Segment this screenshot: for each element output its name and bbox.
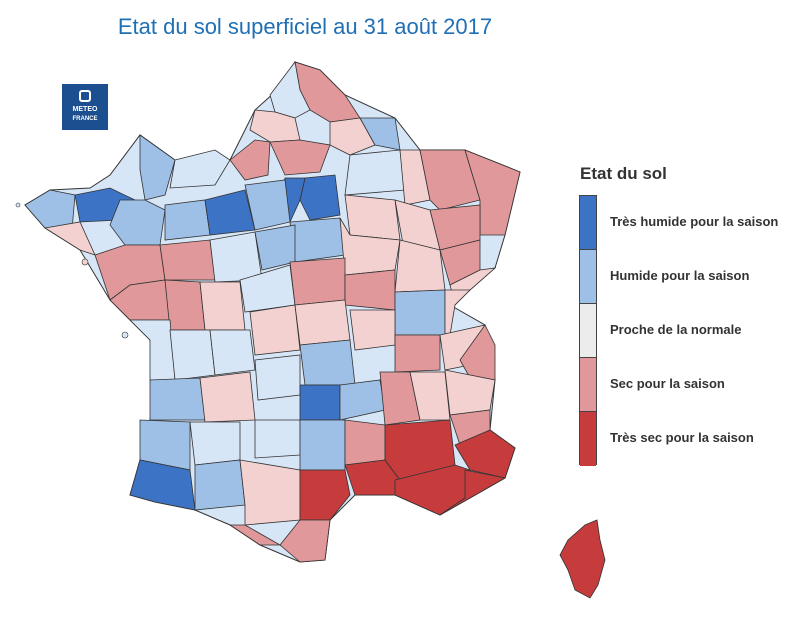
island-belle-ile	[81, 258, 89, 266]
legend-label-very-dry: Très sec pour la saison	[610, 430, 754, 445]
region-aude	[279, 519, 331, 563]
region-gers	[194, 459, 246, 511]
region-charente	[169, 329, 216, 381]
region-aube	[344, 194, 401, 241]
legend-label-dry: Sec pour la saison	[610, 376, 725, 391]
legend-swatch-very-dry	[580, 412, 596, 466]
region-lozere	[344, 419, 386, 466]
region-haute-vienne	[209, 329, 256, 376]
island-ouessant	[15, 202, 21, 208]
region-lot	[254, 419, 301, 459]
legend-swatch-very-wet	[580, 196, 596, 250]
region-correze	[254, 354, 301, 401]
legend-color-bar	[579, 195, 597, 466]
region-puy-dome	[299, 339, 356, 386]
region-aisne	[329, 117, 376, 156]
region-creuse	[249, 304, 301, 356]
legend-title: Etat du sol	[580, 164, 667, 183]
region-manche	[139, 134, 176, 201]
region-gironde	[149, 377, 206, 421]
region-loir-cher	[254, 224, 296, 271]
region-jura	[444, 289, 471, 336]
region-calvados	[169, 149, 231, 189]
corsica	[559, 519, 606, 599]
region-tarn	[299, 469, 351, 521]
legend-swatch-dry	[580, 358, 596, 412]
region-rhone	[394, 334, 441, 373]
logo-line-2: FRANCE	[72, 116, 98, 122]
region-cher	[289, 257, 346, 306]
legend-swatch-normal	[580, 304, 596, 358]
region-finistere	[24, 189, 76, 231]
region-nievre	[344, 269, 396, 311]
region-alpes-hp	[454, 429, 516, 479]
legend-label-normal: Proche de la normale	[610, 322, 742, 337]
region-ariege	[228, 524, 282, 546]
region-aveyron	[299, 419, 346, 471]
region-dordogne	[199, 371, 256, 423]
region-charente-maritime	[129, 319, 176, 381]
map-title: Etat du sol superficiel au 31 août 2017	[117, 14, 493, 39]
legend-label-wet: Humide pour la saison	[610, 268, 750, 283]
region-mayenne	[164, 199, 211, 241]
region-loiret	[289, 217, 346, 263]
region-haute-garonne	[239, 459, 301, 526]
region-loire	[349, 309, 396, 351]
region-cantal	[299, 384, 341, 421]
region-allier	[294, 299, 351, 346]
legend-label-very-wet: Très humide pour la saison	[610, 214, 779, 229]
region-alsace	[464, 149, 521, 236]
meteo-france-logo: METEO FRANCE	[62, 84, 108, 130]
region-marne	[344, 149, 406, 196]
logo-mark-icon	[79, 90, 91, 102]
region-pyrenees-atlantiques	[129, 459, 196, 511]
region-vienne	[199, 281, 246, 331]
region-oise	[269, 139, 331, 176]
region-var	[439, 469, 507, 516]
region-eure	[229, 139, 271, 181]
region-indre-loire	[209, 231, 263, 283]
island-oleron	[121, 331, 129, 339]
region-moselle	[419, 149, 481, 211]
logo-line-1: METEO	[72, 106, 98, 113]
region-deux-sevres	[164, 279, 206, 331]
region-saone-loire	[394, 289, 446, 336]
legend-swatch-wet	[580, 250, 596, 304]
region-lot-garonne	[189, 421, 241, 466]
region-maine-loire	[159, 239, 216, 281]
